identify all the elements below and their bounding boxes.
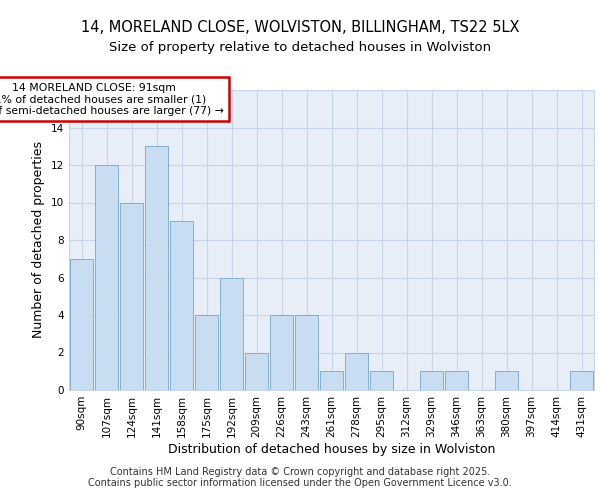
Text: Size of property relative to detached houses in Wolviston: Size of property relative to detached ho… — [109, 41, 491, 54]
Bar — [295, 315, 318, 390]
Bar — [270, 315, 293, 390]
Bar — [495, 371, 518, 390]
Bar — [245, 352, 268, 390]
Bar — [170, 221, 193, 390]
Bar — [70, 259, 93, 390]
Text: 14, MORELAND CLOSE, WOLVISTON, BILLINGHAM, TS22 5LX: 14, MORELAND CLOSE, WOLVISTON, BILLINGHA… — [81, 20, 519, 35]
Bar — [195, 315, 218, 390]
Bar — [420, 371, 443, 390]
Bar — [370, 371, 393, 390]
Text: 14 MORELAND CLOSE: 91sqm
← 1% of detached houses are smaller (1)
99% of semi-det: 14 MORELAND CLOSE: 91sqm ← 1% of detache… — [0, 83, 224, 116]
Y-axis label: Number of detached properties: Number of detached properties — [32, 142, 46, 338]
Text: Contains HM Land Registry data © Crown copyright and database right 2025.
Contai: Contains HM Land Registry data © Crown c… — [88, 466, 512, 488]
Bar — [220, 278, 243, 390]
Bar — [445, 371, 468, 390]
Bar — [95, 165, 118, 390]
Bar — [120, 202, 143, 390]
Bar — [570, 371, 593, 390]
Bar — [145, 146, 168, 390]
X-axis label: Distribution of detached houses by size in Wolviston: Distribution of detached houses by size … — [168, 442, 495, 456]
Bar — [345, 352, 368, 390]
Bar — [320, 371, 343, 390]
